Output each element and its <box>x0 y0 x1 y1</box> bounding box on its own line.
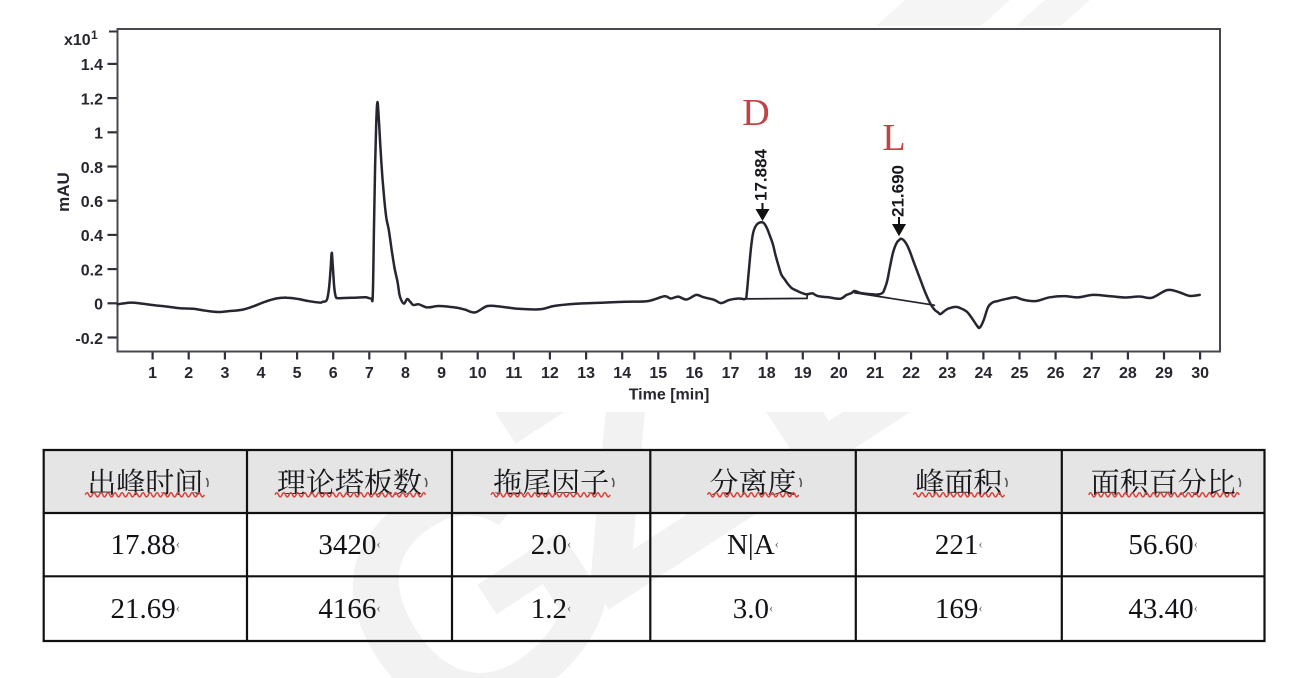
svg-text:L: L <box>882 117 905 159</box>
svg-text:1: 1 <box>91 28 98 42</box>
svg-text:0.6: 0.6 <box>81 194 103 211</box>
svg-text:29: 29 <box>1155 365 1173 382</box>
svg-text:7: 7 <box>365 365 374 382</box>
svg-text:27: 27 <box>1083 365 1101 382</box>
svg-text:10: 10 <box>469 365 487 382</box>
svg-text:3: 3 <box>220 365 229 382</box>
svg-text:22: 22 <box>902 365 920 382</box>
svg-text:1.2: 1.2 <box>81 91 103 108</box>
svg-text:x10: x10 <box>64 32 91 49</box>
svg-text:21.690: 21.690 <box>889 165 908 217</box>
svg-text:12: 12 <box>541 365 559 382</box>
svg-text:15: 15 <box>649 365 667 382</box>
svg-text:-0.2: -0.2 <box>75 331 103 348</box>
svg-text:28: 28 <box>1119 365 1137 382</box>
svg-text:17.884: 17.884 <box>752 148 771 201</box>
svg-text:26: 26 <box>1047 365 1065 382</box>
svg-text:20: 20 <box>830 365 848 382</box>
svg-text:6: 6 <box>329 365 338 382</box>
svg-text:18: 18 <box>758 365 776 382</box>
svg-text:19: 19 <box>794 365 812 382</box>
svg-text:0: 0 <box>94 297 103 314</box>
svg-text:11: 11 <box>505 365 522 382</box>
svg-text:Time [min]: Time [min] <box>629 387 710 404</box>
svg-text:17: 17 <box>722 365 740 382</box>
svg-text:0.8: 0.8 <box>81 160 103 177</box>
svg-text:4: 4 <box>257 365 266 382</box>
svg-text:mAU: mAU <box>54 172 73 212</box>
svg-text:2: 2 <box>184 365 193 382</box>
svg-text:24: 24 <box>975 365 993 382</box>
svg-text:1: 1 <box>148 365 157 382</box>
svg-text:16: 16 <box>686 365 704 382</box>
svg-text:13: 13 <box>577 365 595 382</box>
svg-text:1: 1 <box>94 126 103 143</box>
svg-text:1.4: 1.4 <box>81 57 103 74</box>
svg-text:0.4: 0.4 <box>81 228 103 245</box>
svg-text:25: 25 <box>1011 365 1029 382</box>
svg-text:8: 8 <box>401 365 410 382</box>
svg-text:23: 23 <box>938 365 956 382</box>
svg-text:9: 9 <box>437 365 446 382</box>
svg-text:30: 30 <box>1191 365 1209 382</box>
svg-text:0.2: 0.2 <box>81 262 103 279</box>
svg-text:5: 5 <box>293 365 302 382</box>
svg-text:21: 21 <box>866 365 884 382</box>
svg-text:14: 14 <box>613 365 631 382</box>
svg-text:D: D <box>742 92 769 134</box>
